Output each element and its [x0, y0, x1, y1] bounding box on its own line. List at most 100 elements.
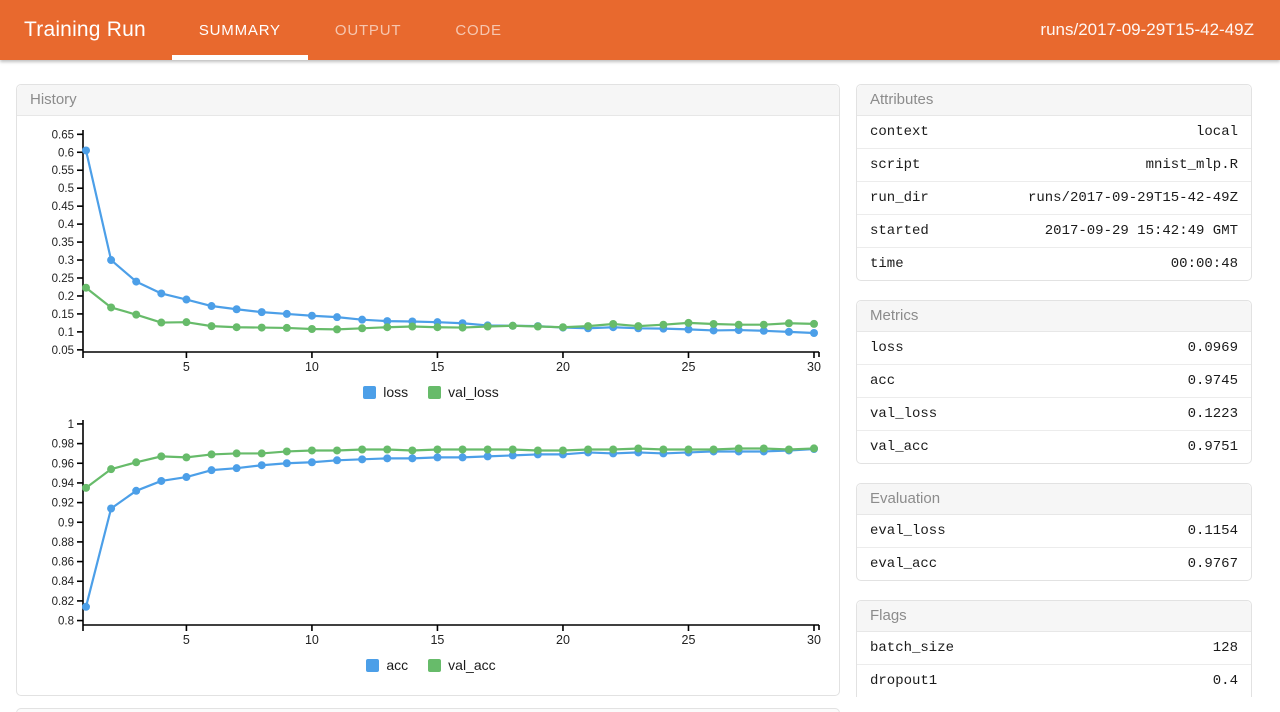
kv-row-val_loss: val_loss 0.1223: [857, 397, 1251, 430]
kv-value: local: [1195, 124, 1238, 140]
kv-value: 00:00:48: [1170, 256, 1238, 272]
svg-text:0.3: 0.3: [58, 255, 74, 267]
run-directory-label: runs/2017-09-29T15-42-49Z: [1040, 20, 1254, 39]
accuracy-chart: 0.80.820.840.860.880.90.920.940.960.9815…: [52, 419, 821, 647]
legend-label: val_loss: [448, 384, 499, 400]
evaluation-panel: Evaluation eval_loss 0.1154 eval_acc 0.9767: [856, 483, 1252, 581]
svg-text:0.92: 0.92: [52, 498, 74, 510]
kv-row-script: script mnist_mlp.R: [857, 148, 1251, 181]
svg-text:5: 5: [183, 360, 190, 374]
kv-key: started: [870, 223, 929, 239]
svg-text:0.65: 0.65: [52, 129, 74, 141]
kv-value: 2017-09-29 15:42:49 GMT: [1044, 223, 1238, 239]
svg-text:0.15: 0.15: [52, 309, 74, 321]
svg-text:5: 5: [183, 633, 190, 647]
kv-value: 0.9767: [1187, 556, 1238, 572]
svg-text:0.4: 0.4: [58, 219, 75, 231]
svg-text:10: 10: [305, 633, 319, 647]
kv-value: 128: [1212, 640, 1238, 656]
right-column: Attributes context local script mnist_mlp.R…: [856, 84, 1252, 712]
legend-item-val_acc: val_acc: [428, 657, 496, 673]
svg-text:20: 20: [556, 360, 570, 374]
svg-text:0.35: 0.35: [52, 237, 74, 249]
kv-key: context: [870, 124, 929, 140]
svg-text:0.86: 0.86: [52, 557, 74, 569]
svg-text:0.84: 0.84: [52, 576, 75, 588]
kv-value: 0.1154: [1187, 523, 1238, 539]
svg-text:15: 15: [430, 360, 444, 374]
kv-key: acc: [870, 373, 896, 389]
kv-row-batch_size: batch_size 128: [857, 632, 1251, 664]
svg-text:0.94: 0.94: [52, 478, 75, 490]
kv-row-eval_loss: eval_loss 0.1154: [857, 515, 1251, 547]
kv-row-val_acc: val_acc 0.9751: [857, 430, 1251, 463]
legend-swatch: [366, 658, 380, 672]
legend-item-val_loss: val_loss: [428, 384, 499, 400]
svg-text:20: 20: [556, 633, 570, 647]
flags-panel: Flags batch_size 128 dropout1 0.4: [856, 600, 1252, 697]
kv-value: 0.1223: [1187, 406, 1238, 422]
app-title: Training Run: [24, 18, 146, 41]
metrics-panel: Metrics loss 0.0969 acc 0.9745 val_loss 0.122…: [856, 300, 1252, 464]
evaluation-rows: eval_loss 0.1154 eval_acc 0.9767: [857, 515, 1251, 580]
kv-key: batch_size: [870, 640, 955, 656]
kv-value: 0.4: [1212, 673, 1238, 689]
metrics-rows: loss 0.0969 acc 0.9745 val_loss 0.1223 val_acc…: [857, 332, 1251, 463]
metrics-panel-title: Metrics: [857, 301, 1251, 332]
tab-output[interactable]: OUTPUT: [334, 21, 402, 39]
kv-key: script: [870, 157, 921, 173]
kv-key: eval_loss: [870, 523, 946, 539]
svg-text:10: 10: [305, 360, 319, 374]
kv-row-started: started 2017-09-29 15:42:49 GMT: [857, 214, 1251, 247]
flags-panel-title: Flags: [857, 601, 1251, 632]
accuracy-chart-legend: acc val_acc: [31, 657, 831, 673]
svg-text:1: 1: [68, 419, 74, 431]
legend-label: acc: [386, 657, 409, 673]
attributes-panel-title: Attributes: [857, 85, 1251, 116]
kv-row-time: time 00:00:48: [857, 247, 1251, 280]
attributes-rows: context local script mnist_mlp.R run_dir runs…: [857, 116, 1251, 280]
kv-key: time: [870, 256, 904, 272]
svg-text:0.2: 0.2: [58, 291, 74, 303]
kv-key: eval_acc: [870, 556, 938, 572]
svg-text:0.82: 0.82: [52, 596, 74, 608]
legend-swatch: [428, 385, 442, 399]
main-content: History 0.05 0.1 0.15 0.2 0.25 0.3 0.35 0.4 0.45…: [0, 60, 1280, 712]
kv-value: 0.9745: [1187, 373, 1238, 389]
tab-summary[interactable]: SUMMARY: [171, 0, 308, 60]
svg-text:15: 15: [430, 633, 444, 647]
loss-chart: 0.05 0.1 0.15 0.2 0.25 0.3 0.35 0.4 0.45 0.5 0.55 0…: [52, 129, 821, 374]
legend-item-acc: acc: [366, 657, 408, 673]
kv-key: val_loss: [870, 406, 938, 422]
attributes-panel: Attributes context local script mnist_mlp.R…: [856, 84, 1252, 281]
kv-value: mnist_mlp.R: [1145, 157, 1238, 173]
legend-item-loss: loss: [363, 384, 408, 400]
svg-text:0.45: 0.45: [52, 201, 74, 213]
history-panel-body: 0.05 0.1 0.15 0.2 0.25 0.3 0.35 0.4 0.45 0.5 0.55 0…: [17, 116, 839, 695]
svg-text:0.1: 0.1: [58, 327, 74, 339]
kv-key: loss: [870, 340, 904, 356]
history-panel: History 0.05 0.1 0.15 0.2 0.25 0.3 0.35 0.4 0.45…: [16, 84, 840, 696]
svg-text:0.8: 0.8: [58, 616, 74, 628]
svg-text:30: 30: [807, 360, 821, 374]
left-column: History 0.05 0.1 0.15 0.2 0.25 0.3 0.35 0.4 0.45…: [16, 84, 840, 712]
flags-rows: batch_size 128 dropout1 0.4: [857, 632, 1251, 697]
legend-swatch: [428, 658, 442, 672]
kv-row-acc: acc 0.9745: [857, 364, 1251, 397]
kv-key: val_acc: [870, 439, 929, 455]
legend-label: val_acc: [448, 657, 496, 673]
kv-row-dropout1: dropout1 0.4: [857, 664, 1251, 697]
svg-text:25: 25: [682, 360, 696, 374]
svg-text:0.96: 0.96: [52, 458, 74, 470]
svg-text:0.6: 0.6: [58, 147, 74, 159]
svg-text:0.5: 0.5: [58, 183, 74, 195]
kv-row-run_dir: run_dir runs/2017-09-29T15-42-49Z: [857, 181, 1251, 214]
kv-value: 0.0969: [1187, 340, 1238, 356]
kv-value: 0.9751: [1187, 439, 1238, 455]
kv-row-eval_acc: eval_acc 0.9767: [857, 547, 1251, 580]
svg-text:0.25: 0.25: [52, 273, 74, 285]
svg-text:30: 30: [807, 633, 821, 647]
kv-row-loss: loss 0.0969: [857, 332, 1251, 364]
tab-code[interactable]: CODE: [455, 21, 502, 39]
evaluation-panel-title: Evaluation: [857, 484, 1251, 515]
